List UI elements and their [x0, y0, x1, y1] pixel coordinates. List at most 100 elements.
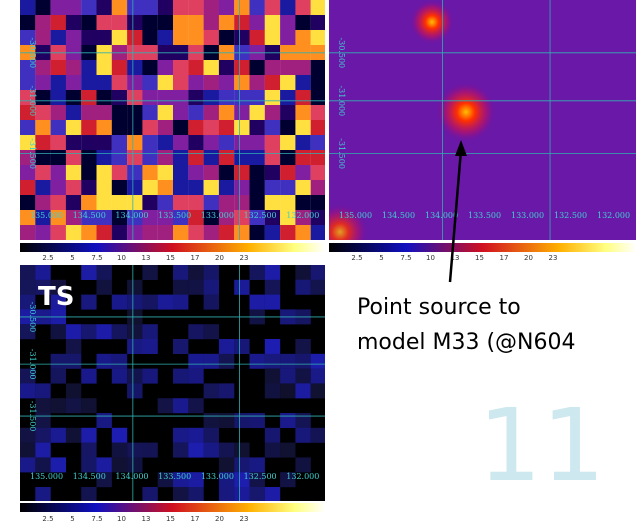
colorbar-tick: 5 — [70, 515, 74, 523]
pixel — [264, 180, 281, 196]
pixel — [96, 135, 112, 151]
pixel — [310, 90, 325, 106]
pixel — [264, 383, 281, 399]
x-axis-label: 133.000 — [201, 211, 234, 220]
pixel — [65, 90, 82, 106]
pixel — [310, 150, 325, 166]
pixel — [81, 487, 97, 501]
pixel — [20, 457, 36, 473]
pixel — [127, 165, 143, 181]
pixel — [188, 15, 204, 31]
pixel — [173, 15, 189, 31]
pixel — [280, 150, 296, 166]
pixel — [20, 265, 36, 280]
pixel — [20, 0, 36, 16]
pixel — [249, 225, 265, 240]
pixel — [249, 150, 265, 166]
pixel — [50, 195, 66, 211]
pixel — [188, 105, 204, 121]
colorbar-tick: 10 — [426, 254, 435, 262]
pixel — [50, 60, 66, 76]
pixel — [173, 60, 189, 76]
pixel — [20, 225, 36, 240]
pixel — [203, 135, 219, 151]
pixel — [96, 150, 112, 166]
pixel — [111, 90, 128, 106]
ts-map — [20, 265, 325, 501]
pixel — [142, 135, 158, 151]
pixel — [20, 75, 36, 91]
pixel — [264, 225, 281, 240]
pixel — [81, 150, 97, 166]
pixel — [188, 398, 204, 414]
pixel — [234, 210, 250, 226]
pixel — [203, 210, 219, 226]
pixel — [203, 105, 219, 121]
pixel — [234, 0, 250, 16]
pixel — [264, 60, 281, 76]
pixel — [157, 195, 174, 211]
pixel — [310, 368, 325, 384]
pixel — [35, 90, 51, 106]
pixel — [111, 457, 128, 473]
pixel — [295, 30, 311, 46]
pixel — [65, 195, 82, 211]
pixel — [173, 135, 189, 151]
pixel — [50, 210, 66, 226]
pixel — [127, 150, 143, 166]
pixel — [35, 30, 51, 46]
pixel — [50, 135, 66, 151]
pixel — [157, 0, 174, 16]
pixel — [203, 0, 219, 16]
pixel — [81, 75, 97, 91]
pixel — [203, 383, 219, 399]
pixel — [188, 353, 204, 369]
pixel — [111, 75, 128, 91]
pixel — [264, 210, 281, 226]
pixel — [188, 165, 204, 181]
pixel — [20, 195, 36, 211]
pixel — [173, 150, 189, 166]
pixel — [264, 15, 281, 31]
pixel — [127, 339, 143, 354]
pixel — [173, 472, 189, 488]
pixel — [295, 353, 311, 369]
pixel — [127, 368, 143, 384]
pixel — [173, 195, 189, 211]
x-axis-label: 135.000 — [339, 211, 372, 220]
pixel — [20, 279, 36, 295]
pixel — [234, 339, 250, 354]
pixel — [142, 487, 158, 501]
pixel — [96, 165, 112, 181]
pixel — [280, 225, 296, 240]
pixel — [50, 279, 66, 295]
pixel — [111, 120, 128, 136]
pixel — [20, 120, 36, 136]
pixel — [127, 457, 143, 473]
pixel — [234, 135, 250, 151]
x-axis-label: 132.000 — [597, 211, 630, 220]
pixel — [218, 150, 235, 166]
pixel — [295, 279, 311, 295]
pixel — [111, 427, 128, 443]
x-axis-label: 133.000 — [201, 472, 234, 481]
pixel — [35, 225, 51, 240]
pixel — [20, 165, 36, 181]
pixel — [280, 90, 296, 106]
pixel — [249, 0, 265, 16]
panel-label: TS — [38, 282, 74, 312]
colorbar-tick: 7.5 — [400, 254, 411, 262]
pixel — [142, 75, 158, 91]
x-axis-label: 134.500 — [73, 472, 106, 481]
pixel — [127, 105, 143, 121]
pixel — [65, 339, 82, 354]
pixel — [96, 353, 112, 369]
pixel — [280, 442, 296, 458]
pixel — [35, 210, 51, 226]
pixel — [50, 90, 66, 106]
slide-number: 11 — [478, 387, 605, 504]
pixel — [96, 0, 112, 16]
colorbar-tick: 2.5 — [42, 254, 53, 262]
pixel — [111, 225, 128, 240]
pixel — [127, 135, 143, 151]
